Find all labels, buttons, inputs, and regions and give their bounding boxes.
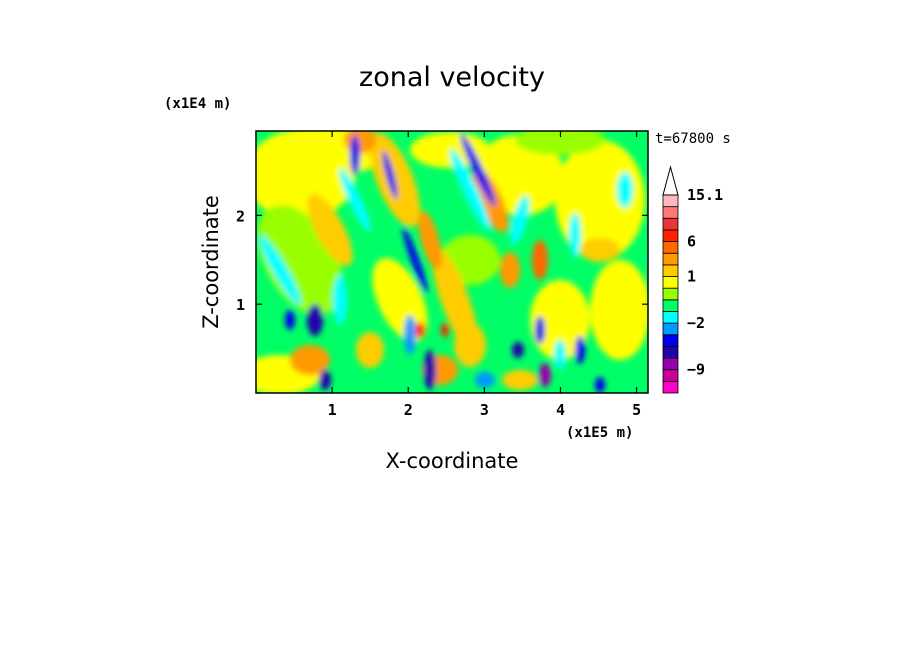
contour-region [259, 235, 301, 305]
colorbar-segment [662, 206, 679, 219]
colorbar-segment [662, 229, 679, 242]
x-tick-label: 5 [632, 401, 641, 419]
contour-region [512, 342, 524, 358]
y-tick-label: 2 [236, 207, 245, 225]
contour-region [539, 363, 551, 387]
x-tick-label: 1 [328, 401, 337, 419]
contour-region [530, 280, 590, 360]
contour-region [290, 345, 330, 375]
contour-region [595, 377, 605, 393]
colorbar: 15.1 6 1 −2 −9 [662, 165, 723, 394]
colorbar-segment [662, 334, 679, 347]
colorbar-label: 15.1 [687, 186, 723, 204]
y-tick-label: 1 [236, 296, 245, 314]
colorbar-overflow-arrow [662, 165, 679, 196]
contour-region [515, 131, 605, 155]
time-label: t=67800 s [655, 131, 731, 147]
contour-region [350, 135, 360, 175]
plot-area [256, 131, 648, 393]
colorbar-segment [662, 311, 679, 324]
contour-region [333, 275, 347, 325]
colorbar-segment [662, 299, 679, 312]
contour-region [356, 332, 384, 368]
x-tick-label: 3 [480, 401, 489, 419]
colorbar-segment [662, 252, 679, 266]
y-unit-label: (x1E4 m) [164, 96, 231, 112]
colorbar-segment [662, 287, 679, 301]
contour-region [532, 240, 548, 280]
contour-region [307, 304, 323, 336]
contour-region [285, 310, 295, 330]
contour-region [510, 195, 530, 245]
colorbar-segment [662, 346, 679, 359]
contour-region [424, 350, 436, 390]
contour-region [454, 323, 486, 367]
colorbar-label: −9 [687, 361, 705, 379]
contour-region [535, 316, 545, 344]
contour-region [502, 370, 538, 390]
colorbar-segment [662, 380, 679, 394]
contour-region [402, 227, 428, 293]
colorbar-segment [662, 241, 679, 254]
y-axis-title: Z-coordinate [199, 195, 223, 329]
contour-region [575, 336, 585, 364]
contour-region [590, 260, 648, 360]
colorbar-segment [662, 322, 679, 336]
contour-region [344, 131, 376, 154]
contour-region [404, 315, 416, 355]
x-tick-label: 2 [404, 401, 413, 419]
x-tick-label: 4 [556, 401, 565, 419]
contour-region [554, 340, 566, 370]
contour-region [460, 133, 496, 207]
contour-region [418, 210, 442, 270]
contour-region [441, 323, 449, 337]
colorbar-segment [662, 276, 679, 289]
contour-region [475, 372, 495, 388]
contour-region [500, 252, 520, 288]
colorbar-segment [662, 357, 679, 371]
x-unit-label: (x1E5 m) [566, 425, 633, 441]
x-axis-title: X-coordinate [386, 449, 519, 473]
contour-region [569, 213, 581, 257]
plot-frame [255, 130, 649, 394]
colorbar-label: −2 [687, 314, 705, 332]
contour-region [617, 172, 633, 208]
contour-region [449, 149, 491, 231]
contour-region [307, 194, 353, 266]
colorbar-segment [662, 194, 679, 208]
contour-region [580, 238, 620, 262]
colorbar-label: 1 [687, 268, 696, 286]
contour-region [319, 370, 331, 390]
colorbar-segment [662, 264, 679, 277]
chart-title: zonal velocity [359, 62, 545, 93]
y-axis-ticks: 12 [236, 207, 648, 314]
contour-region [339, 168, 371, 232]
contour-region [382, 150, 398, 200]
colorbar-label: 6 [687, 233, 696, 251]
colorbar-segment [662, 369, 679, 382]
contour-region [415, 322, 425, 338]
colorbar-segment [662, 217, 679, 231]
x-axis-ticks: 1 2 3 4 5 [328, 131, 641, 419]
